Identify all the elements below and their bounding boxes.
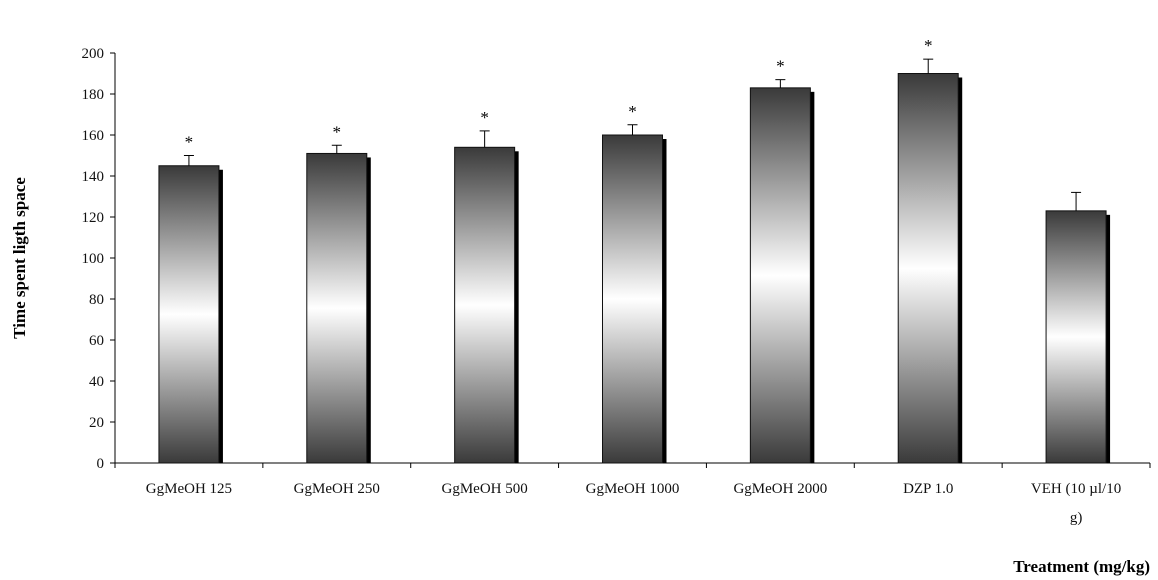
- significance-marker: *: [628, 102, 637, 121]
- y-tick-label: 180: [82, 87, 105, 103]
- x-tick-label: GgMeOH 500: [442, 481, 528, 497]
- y-tick-label: 160: [82, 128, 105, 144]
- x-tick-label: VEH (10 µl/10: [1031, 481, 1121, 497]
- bar: [454, 146, 516, 464]
- y-tick-label: 80: [89, 292, 104, 308]
- bar: [602, 134, 663, 464]
- y-tick-label: 100: [82, 251, 105, 267]
- x-axis-title: Treatment (mg/kg): [1013, 557, 1150, 576]
- bar: [158, 165, 220, 464]
- x-tick-label: GgMeOH 250: [294, 481, 380, 497]
- x-tick-label: g): [1070, 510, 1083, 526]
- significance-marker: *: [185, 133, 194, 152]
- x-tick-label: GgMeOH 125: [146, 481, 232, 497]
- y-tick-label: 20: [89, 415, 104, 431]
- significance-marker: *: [924, 36, 933, 55]
- bar: [749, 87, 811, 464]
- bar: [306, 152, 368, 464]
- y-tick-label: 120: [82, 210, 105, 226]
- y-tick-label: 60: [89, 333, 104, 349]
- significance-marker: *: [333, 122, 342, 141]
- x-tick-label: GgMeOH 1000: [586, 481, 680, 497]
- significance-marker: *: [776, 57, 785, 76]
- x-tick-label: DZP 1.0: [903, 481, 953, 497]
- y-tick-label: 140: [82, 169, 105, 185]
- bar: [1045, 210, 1107, 464]
- significance-marker: *: [480, 108, 489, 127]
- bar: [897, 73, 959, 464]
- y-tick-label: 200: [82, 46, 105, 62]
- bars-group: * * * * * *: [158, 36, 1111, 464]
- y-tick-label: 0: [97, 456, 105, 472]
- axes: 0 20 40 60 80 100 120 140 160 180 200 GgMeOH 125 GgM…: [82, 46, 1151, 526]
- y-tick-label: 40: [89, 374, 104, 390]
- y-axis-title: Time spent ligth space: [10, 177, 29, 339]
- x-tick-label: GgMeOH 2000: [733, 481, 827, 497]
